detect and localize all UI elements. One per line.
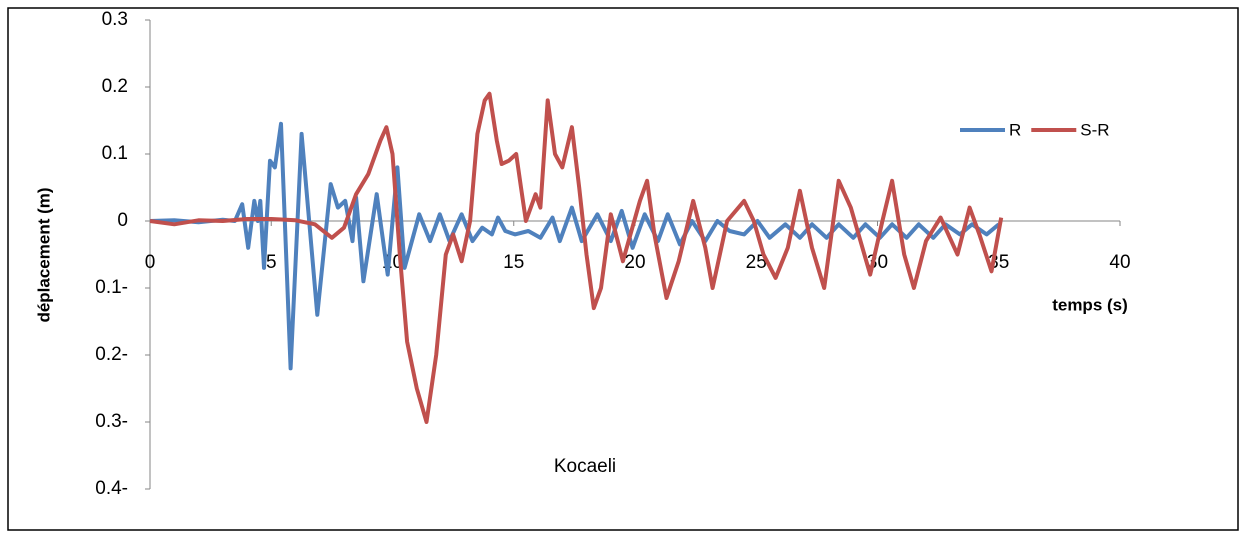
x-tick-label: 25 bbox=[746, 252, 767, 273]
y-tick-label: 0.1 bbox=[102, 143, 128, 164]
annotation: Kocaeli bbox=[554, 456, 616, 477]
x-tick-label: 5 bbox=[266, 252, 277, 273]
y-tick-label: 0.1- bbox=[95, 277, 128, 298]
y-axis-label: déplacement (m) bbox=[34, 187, 53, 322]
y-tick-label: 0.2- bbox=[95, 344, 128, 365]
y-tick-label: 0.3- bbox=[95, 411, 128, 432]
y-tick-label: 0.2 bbox=[102, 76, 128, 97]
series-line bbox=[149, 91, 1004, 424]
x-tick-label: 0 bbox=[145, 252, 156, 273]
y-tick-label: 0.4- bbox=[95, 478, 128, 499]
legend-label: S-R bbox=[1080, 120, 1109, 139]
x-tick-label: 40 bbox=[1109, 252, 1130, 273]
y-tick-label: 0 bbox=[117, 210, 128, 231]
x-axis-label: temps (s) bbox=[1052, 295, 1128, 314]
legend-label: R bbox=[1009, 120, 1021, 139]
x-tick-label: 15 bbox=[503, 252, 524, 273]
chart-frame bbox=[7, 7, 1239, 531]
x-tick-label: 20 bbox=[624, 252, 645, 273]
y-tick-label: 0.3 bbox=[102, 9, 128, 30]
